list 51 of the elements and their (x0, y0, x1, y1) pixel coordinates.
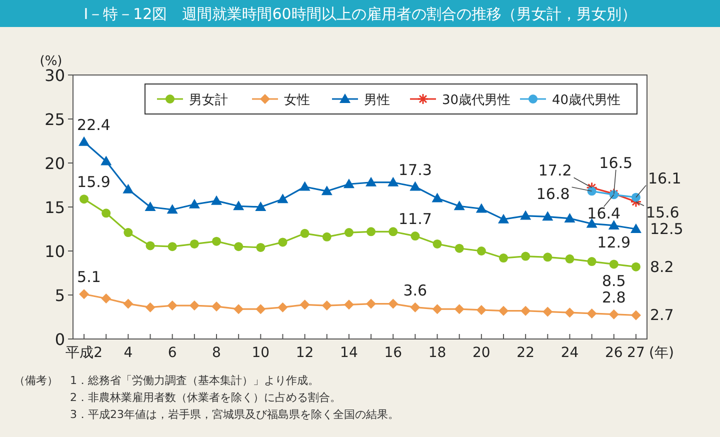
x-tick-label: 18 (428, 345, 446, 361)
data-label: 17.2 (538, 162, 572, 180)
y-tick-label: 25 (44, 110, 65, 129)
x-tick-label: 8 (212, 345, 221, 361)
x-tick-label: 10 (252, 345, 270, 361)
y-tick-label: 30 (44, 66, 65, 85)
y-axis-title: (%) (40, 54, 62, 69)
data-label: 17.3 (398, 160, 432, 179)
data-label: 8.2 (650, 258, 674, 276)
legend-label: 男性 (364, 93, 390, 108)
legend-label: 40歳代男性 (552, 93, 621, 108)
data-label: 12.5 (650, 220, 684, 238)
data-label: 16.1 (648, 169, 682, 188)
x-tick-label: 14 (340, 345, 358, 361)
y-tick-label: 20 (44, 154, 65, 173)
data-label: 16.4 (587, 204, 621, 223)
x-tick-label: 16 (384, 345, 402, 361)
data-label: 2.7 (650, 306, 674, 324)
legend-label: 女性 (284, 93, 310, 108)
x-tick-label: 24 (560, 345, 579, 361)
x-tick-label: 平成2 (66, 345, 102, 361)
text: （備考） (14, 374, 58, 387)
x-tick-label: 12 (296, 345, 314, 361)
text: 3．平成23年値は，岩手県，宮城県及び福島県を除く全国の結果。 (70, 408, 399, 421)
x-tick-label: 6 (168, 345, 177, 361)
text: 1．総務省「労働力調査（基本集計）」より作成。 (70, 374, 319, 387)
data-label: 16.8 (536, 185, 570, 204)
data-label: 12.9 (597, 233, 631, 252)
data-label: 11.7 (398, 210, 432, 228)
x-tick-label: 20 (472, 345, 490, 361)
x-tick-label: 27 (627, 345, 645, 361)
x-axis-title: (年) (649, 345, 674, 361)
x-tick-label: 22 (516, 345, 534, 361)
data-label: 8.5 (602, 272, 626, 290)
data-label: 15.6 (646, 204, 680, 222)
legend-label: 30歳代男性 (442, 93, 511, 108)
data-label: 3.6 (403, 281, 428, 300)
y-tick-label: 15 (44, 198, 65, 217)
y-tick-label: 0 (54, 330, 65, 349)
data-label: 2.8 (602, 288, 626, 306)
chart-title: Ⅰ－特－12図 週間就業時間60時間以上の雇用者の割合の推移（男女計，男女別） (84, 5, 636, 23)
x-tick-label: 4 (124, 345, 133, 361)
data-label: 5.1 (77, 268, 101, 286)
y-tick-label: 5 (54, 286, 65, 305)
data-label: 16.5 (599, 154, 633, 172)
data-label: 22.4 (77, 116, 110, 134)
data-label: 15.9 (77, 173, 110, 192)
x-tick-label: 26 (604, 345, 623, 361)
text: 2．非農林業雇用者数（休業者を除く）に占める割合。 (70, 391, 341, 404)
legend-label: 男女計 (189, 93, 228, 108)
y-tick-label: 10 (44, 242, 65, 261)
